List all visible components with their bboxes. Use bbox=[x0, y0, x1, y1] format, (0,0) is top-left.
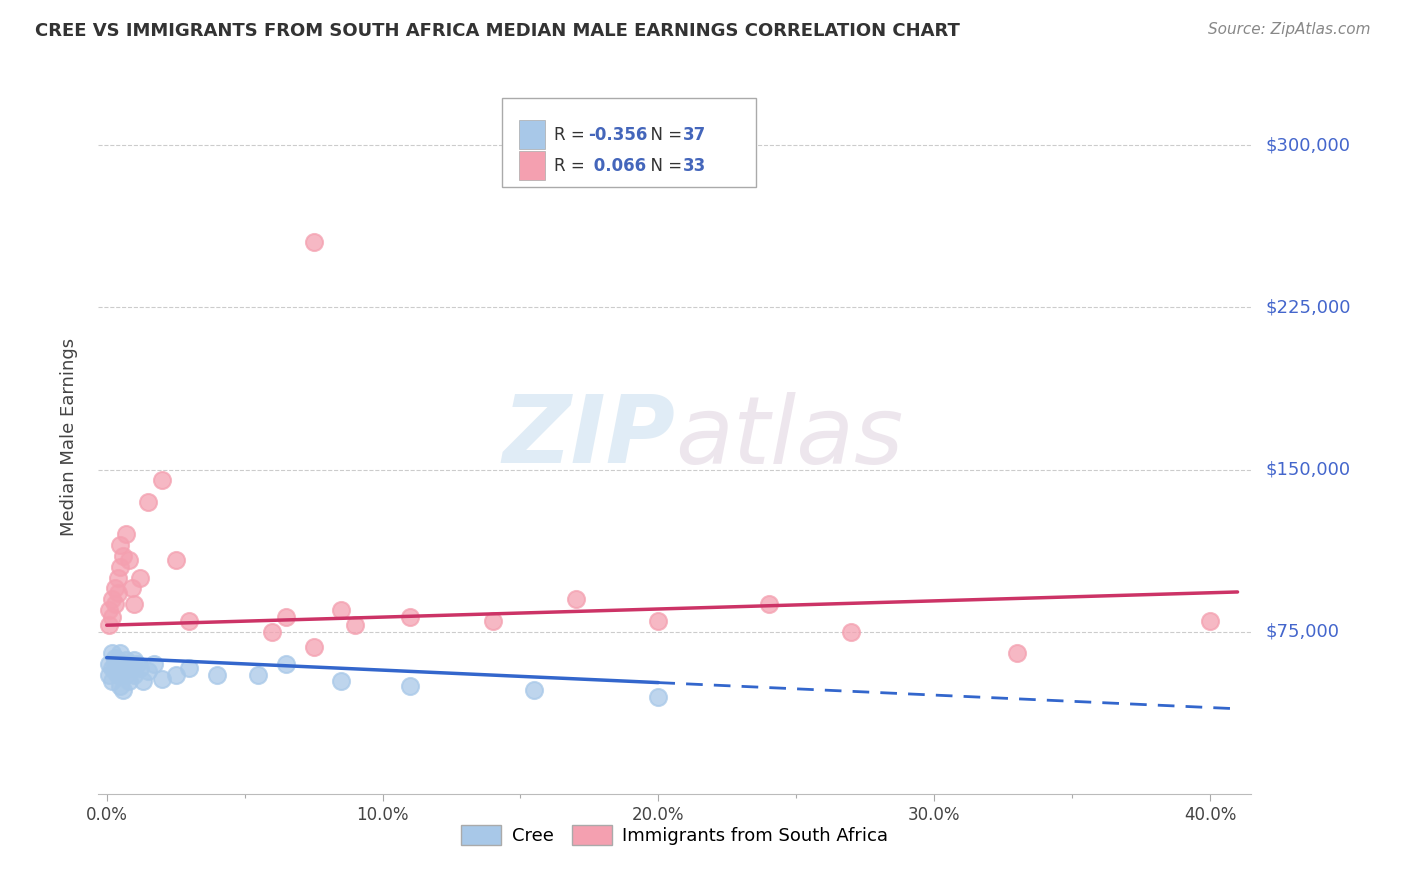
Point bbox=[330, 674, 353, 689]
Bar bbox=[519, 120, 544, 149]
Point bbox=[118, 674, 141, 689]
Point bbox=[110, 661, 132, 675]
Point bbox=[112, 683, 135, 698]
Point bbox=[110, 538, 132, 552]
Legend: Cree, Immigrants from South Africa: Cree, Immigrants from South Africa bbox=[454, 817, 896, 853]
Point bbox=[647, 690, 669, 704]
Text: -0.356: -0.356 bbox=[589, 126, 648, 144]
Text: $150,000: $150,000 bbox=[1265, 460, 1350, 478]
Point bbox=[101, 674, 124, 689]
Point bbox=[124, 597, 146, 611]
Text: R =: R = bbox=[554, 157, 591, 175]
Point bbox=[115, 527, 138, 541]
Text: R =: R = bbox=[554, 126, 591, 144]
Text: atlas: atlas bbox=[675, 392, 903, 483]
Point bbox=[118, 553, 141, 567]
Point bbox=[128, 571, 150, 585]
Point bbox=[104, 657, 127, 672]
Point bbox=[104, 597, 127, 611]
Point bbox=[302, 235, 325, 250]
Point bbox=[115, 653, 138, 667]
Point bbox=[841, 624, 863, 639]
Point bbox=[112, 549, 135, 563]
Text: $75,000: $75,000 bbox=[1265, 623, 1340, 640]
Point bbox=[150, 673, 173, 687]
Point bbox=[399, 679, 422, 693]
Y-axis label: Median Male Earnings: Median Male Earnings bbox=[59, 338, 77, 536]
Point bbox=[330, 603, 353, 617]
Point bbox=[98, 618, 121, 632]
Point bbox=[110, 679, 132, 693]
Point bbox=[98, 603, 121, 617]
Point bbox=[101, 661, 124, 675]
Text: ZIP: ZIP bbox=[502, 391, 675, 483]
Point bbox=[104, 664, 127, 678]
Point bbox=[564, 592, 586, 607]
Text: N =: N = bbox=[640, 126, 688, 144]
Point bbox=[98, 657, 121, 672]
Point bbox=[1005, 646, 1028, 660]
Text: CREE VS IMMIGRANTS FROM SOUTH AFRICA MEDIAN MALE EARNINGS CORRELATION CHART: CREE VS IMMIGRANTS FROM SOUTH AFRICA MED… bbox=[35, 22, 960, 40]
Point bbox=[110, 646, 132, 660]
Point bbox=[124, 653, 146, 667]
Point bbox=[121, 582, 143, 596]
Point bbox=[121, 661, 143, 675]
Point bbox=[165, 668, 187, 682]
Point bbox=[142, 657, 165, 672]
FancyBboxPatch shape bbox=[502, 98, 755, 187]
Point bbox=[150, 473, 173, 487]
Point bbox=[104, 650, 127, 665]
Point bbox=[758, 597, 780, 611]
Point bbox=[107, 571, 129, 585]
Text: Source: ZipAtlas.com: Source: ZipAtlas.com bbox=[1208, 22, 1371, 37]
Point bbox=[179, 661, 201, 675]
Bar bbox=[519, 152, 544, 180]
Text: $300,000: $300,000 bbox=[1265, 136, 1350, 154]
Point bbox=[112, 664, 135, 678]
Point bbox=[274, 657, 297, 672]
Point bbox=[110, 559, 132, 574]
Point bbox=[125, 657, 148, 672]
Point bbox=[118, 657, 141, 672]
Point bbox=[523, 683, 546, 698]
Point bbox=[124, 668, 146, 682]
Point bbox=[128, 661, 150, 675]
Point bbox=[131, 674, 153, 689]
Point bbox=[1199, 614, 1222, 628]
Text: 0.066: 0.066 bbox=[589, 157, 647, 175]
Point bbox=[98, 668, 121, 682]
Point bbox=[104, 582, 127, 596]
Point bbox=[136, 495, 159, 509]
Point bbox=[343, 618, 366, 632]
Point bbox=[274, 609, 297, 624]
Point bbox=[262, 624, 284, 639]
Point bbox=[107, 668, 129, 682]
Point bbox=[165, 553, 187, 567]
Text: 33: 33 bbox=[683, 157, 706, 175]
Point bbox=[399, 609, 422, 624]
Point bbox=[101, 609, 124, 624]
Point bbox=[107, 653, 129, 667]
Point bbox=[647, 614, 669, 628]
Point bbox=[179, 614, 201, 628]
Text: 37: 37 bbox=[683, 126, 706, 144]
Point bbox=[101, 646, 124, 660]
Point bbox=[115, 668, 138, 682]
Point bbox=[136, 664, 159, 678]
Point bbox=[205, 668, 228, 682]
Point bbox=[482, 614, 505, 628]
Point bbox=[107, 586, 129, 600]
Text: $225,000: $225,000 bbox=[1265, 298, 1351, 317]
Point bbox=[101, 592, 124, 607]
Point bbox=[247, 668, 270, 682]
Point bbox=[302, 640, 325, 654]
Text: N =: N = bbox=[640, 157, 688, 175]
